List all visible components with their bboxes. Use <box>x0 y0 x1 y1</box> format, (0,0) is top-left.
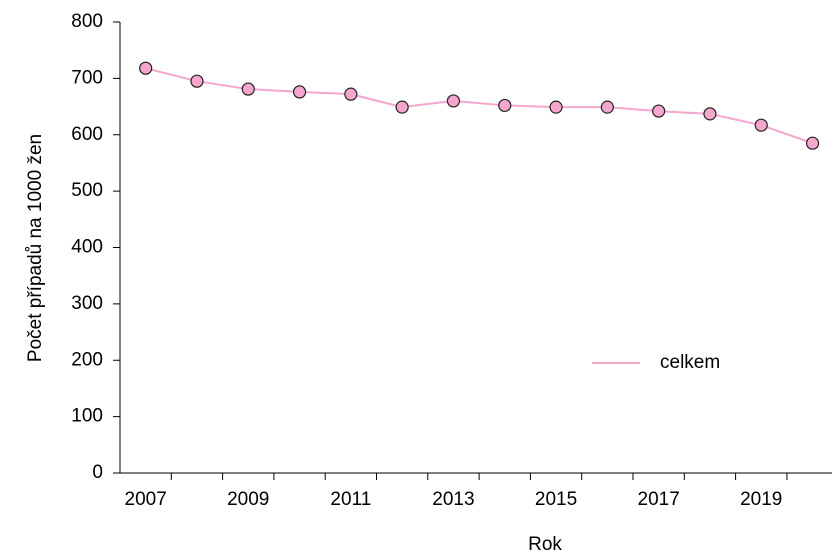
data-point <box>292 85 307 99</box>
x-axis-label: Rok <box>528 534 562 555</box>
series-line <box>145 67 813 145</box>
x-tick-label: 2019 <box>740 489 782 510</box>
data-point <box>600 100 614 114</box>
y-tick-label: 200 <box>71 349 103 370</box>
x-tick-label: 2013 <box>432 489 474 510</box>
y-tick-label: 500 <box>71 180 103 201</box>
y-tick-label: 300 <box>71 293 103 314</box>
x-tick-label: 2015 <box>535 489 577 510</box>
y-tick-label: 0 <box>92 462 103 483</box>
data-point <box>241 82 255 96</box>
y-tick-label: 600 <box>71 124 103 145</box>
data-point <box>395 100 409 114</box>
x-tick-label: 2007 <box>125 489 167 510</box>
x-tick-label: 2011 <box>330 489 371 510</box>
data-point <box>805 136 820 150</box>
data-point <box>754 118 768 132</box>
y-axis-label: Počet případů na 1000 žen <box>25 134 46 362</box>
data-point <box>139 61 153 75</box>
y-tick-label: 800 <box>71 11 103 32</box>
y-tick-label: 100 <box>71 406 103 427</box>
y-tick-label: 400 <box>71 237 103 258</box>
x-tick-label: 2009 <box>227 489 269 510</box>
data-point <box>446 94 461 108</box>
data-point <box>344 87 358 101</box>
y-tick-label: 700 <box>71 67 103 88</box>
legend-label: celkem <box>660 352 720 373</box>
data-point <box>703 107 717 121</box>
data-point <box>190 74 204 88</box>
x-tick-label: 2017 <box>638 489 680 510</box>
data-point <box>652 104 666 118</box>
data-point <box>498 98 512 113</box>
data-point <box>549 100 563 114</box>
